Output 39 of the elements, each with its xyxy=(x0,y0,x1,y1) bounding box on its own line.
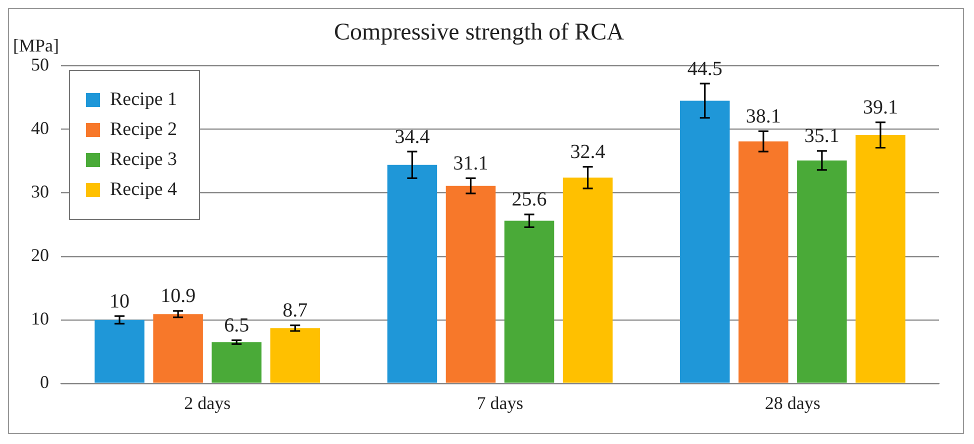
y-tick-label: 40 xyxy=(31,118,49,138)
bar xyxy=(797,160,847,383)
y-tick-label: 20 xyxy=(31,245,49,266)
data-label: 35.1 xyxy=(804,125,840,148)
data-label: 31.1 xyxy=(453,152,488,174)
legend-label: Recipe 4 xyxy=(110,178,178,201)
y-tick-label: 0 xyxy=(40,372,49,392)
bar xyxy=(562,178,613,383)
bar xyxy=(387,164,438,383)
x-tick-label: 28 days xyxy=(764,392,820,413)
data-label: 39.1 xyxy=(862,96,898,119)
x-tick-label: 7 days xyxy=(476,392,524,413)
y-tick-label: 50 xyxy=(31,54,49,75)
bar xyxy=(153,314,203,383)
legend-label: Recipe 2 xyxy=(110,118,178,141)
legend-label: Recipe 1 xyxy=(110,88,178,111)
bar xyxy=(680,100,730,383)
data-label: 10 xyxy=(110,290,130,312)
y-axis-title: [MPa] xyxy=(13,36,59,56)
data-label: 32.4 xyxy=(570,141,606,164)
data-label: 10.9 xyxy=(160,285,196,308)
y-tick-label: 30 xyxy=(31,182,49,202)
data-label: 34.4 xyxy=(394,126,430,148)
x-tick-label: 2 days xyxy=(184,392,231,413)
bar xyxy=(446,186,496,383)
bar xyxy=(856,135,906,383)
data-label: 6.5 xyxy=(224,314,250,336)
data-label: 44.5 xyxy=(687,58,722,80)
data-label: 25.6 xyxy=(512,188,547,211)
y-tick-label: 10 xyxy=(31,308,49,329)
bar xyxy=(212,342,262,383)
bar xyxy=(94,320,144,383)
data-label: 8.7 xyxy=(282,300,308,322)
bar xyxy=(738,141,788,383)
legend-label: Recipe 3 xyxy=(110,148,178,171)
bar xyxy=(270,328,320,383)
bar xyxy=(504,220,554,383)
data-label: 38.1 xyxy=(746,105,781,128)
chart-title: Compressive strength of RCA xyxy=(334,20,625,46)
